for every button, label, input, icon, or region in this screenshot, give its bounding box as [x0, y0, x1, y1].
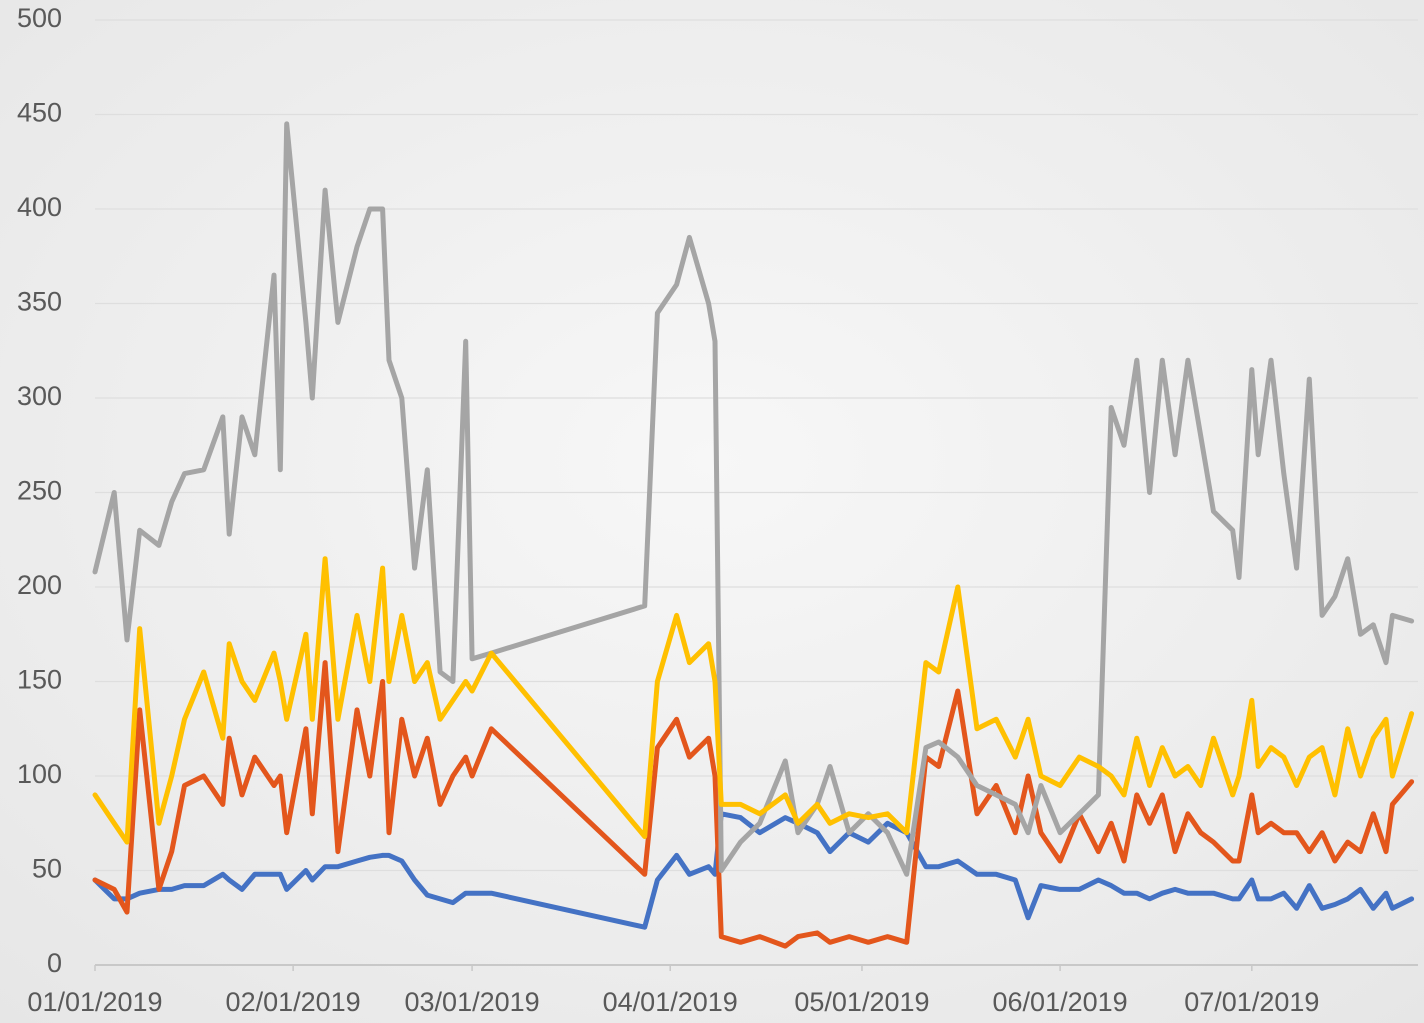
- series-line: [92, 556, 1415, 845]
- x-tick-label: 01/01/2019: [27, 987, 162, 1017]
- y-tick-label: 450: [17, 98, 62, 128]
- x-tick-label: 03/01/2019: [405, 987, 540, 1017]
- y-tick-label: 100: [17, 759, 62, 789]
- y-tick-label: 500: [17, 3, 62, 33]
- series-line: [92, 811, 1415, 930]
- x-tick-label: 07/01/2019: [1184, 987, 1319, 1017]
- x-tick-label: 04/01/2019: [603, 987, 738, 1017]
- x-tick-label: 05/01/2019: [794, 987, 929, 1017]
- y-tick-label: 150: [17, 665, 62, 695]
- y-tick-label: 300: [17, 381, 62, 411]
- x-tick-label: 02/01/2019: [226, 987, 361, 1017]
- y-tick-label: 350: [17, 287, 62, 317]
- series-line: [92, 121, 1415, 877]
- y-tick-label: 200: [17, 570, 62, 600]
- x-tick-label: 06/01/2019: [993, 987, 1128, 1017]
- y-tick-label: 50: [32, 854, 62, 884]
- series-line: [92, 660, 1415, 949]
- y-tick-label: 250: [17, 476, 62, 506]
- y-tick-label: 400: [17, 192, 62, 222]
- y-tick-label: 0: [47, 948, 62, 978]
